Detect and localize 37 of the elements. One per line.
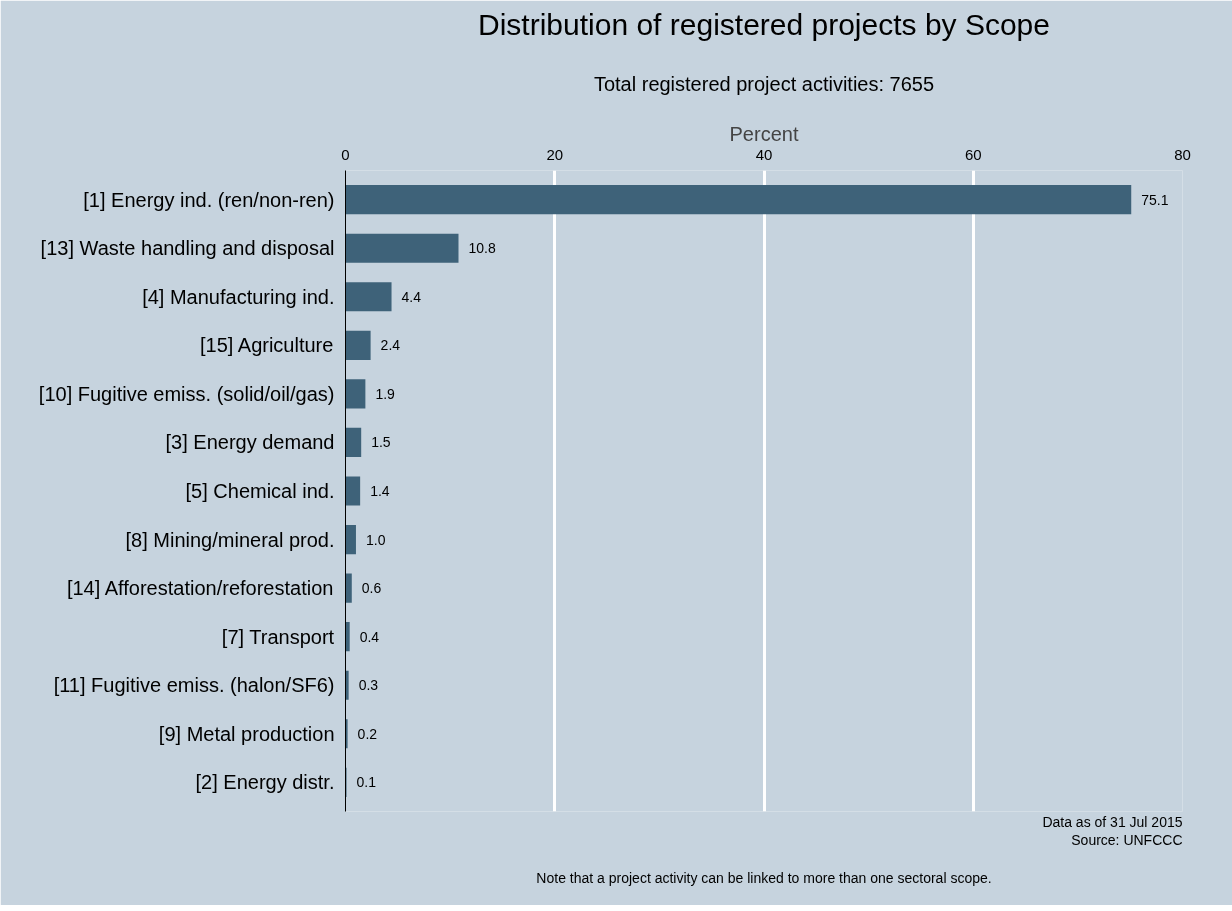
y-tick-label: [8] Mining/mineral prod. xyxy=(125,528,335,551)
text: Note that a project activity can be linked to more than one sectoral scope. xyxy=(536,869,992,886)
data-label: 75.1 xyxy=(1141,191,1169,208)
data-label: 1.5 xyxy=(371,434,391,451)
data-label: 4.4 xyxy=(401,288,422,305)
data-label: 1.4 xyxy=(370,483,390,499)
x-tick-label: 40 xyxy=(755,145,773,163)
y-tick-label: [7] Transport xyxy=(221,625,335,648)
y-tick-label: [2] Energy distr. xyxy=(195,771,335,794)
chart-subtitle: Total registered project activities: 7655 xyxy=(593,72,935,95)
y-tick-label: [5] Chemical ind. xyxy=(185,480,335,502)
x-tick-label: 20 xyxy=(546,145,564,163)
y-tick-label: [13] Waste handling and disposal xyxy=(40,237,335,260)
y-tick-label: [1] Energy ind. (ren/non-ren) xyxy=(83,188,335,211)
chart-title: Distribution of registered projects by Scope xyxy=(478,7,1050,41)
data-label: 10.8 xyxy=(468,240,496,257)
data-label: 0.1 xyxy=(356,774,377,791)
data-label: 2.4 xyxy=(380,337,401,354)
data-label: 0.3 xyxy=(358,677,379,694)
data-label: 0.6 xyxy=(361,580,382,597)
y-tick-label: [3] Energy demand xyxy=(165,431,335,454)
text: Data as of 31 Jul 2015 xyxy=(1042,813,1183,830)
x-tick-label: 80 xyxy=(1174,145,1191,163)
source-note: Source: UNFCCC xyxy=(1071,831,1183,848)
data-label: 1.9 xyxy=(375,385,396,402)
y-tick-label: [14] Afforestation/reforestation xyxy=(66,577,334,600)
x-tick-label: 0 xyxy=(341,145,350,163)
data-label: 0.4 xyxy=(359,628,380,645)
x-tick-label: 60 xyxy=(964,145,982,163)
y-tick-label: [9] Metal production xyxy=(158,722,335,745)
y-tick-label: [4] Manufacturing ind. xyxy=(142,285,335,308)
x-axis-title: Percent xyxy=(729,122,799,145)
data-label: 0.2 xyxy=(357,725,378,742)
y-tick-label: [15] Agriculture xyxy=(199,334,334,357)
y-tick-label: [10] Fugitive emiss. (solid/oil/gas) xyxy=(38,382,335,405)
y-tick-label: [11] Fugitive emiss. (halon/SF6) xyxy=(53,674,335,697)
data-label: 1.0 xyxy=(365,531,386,548)
